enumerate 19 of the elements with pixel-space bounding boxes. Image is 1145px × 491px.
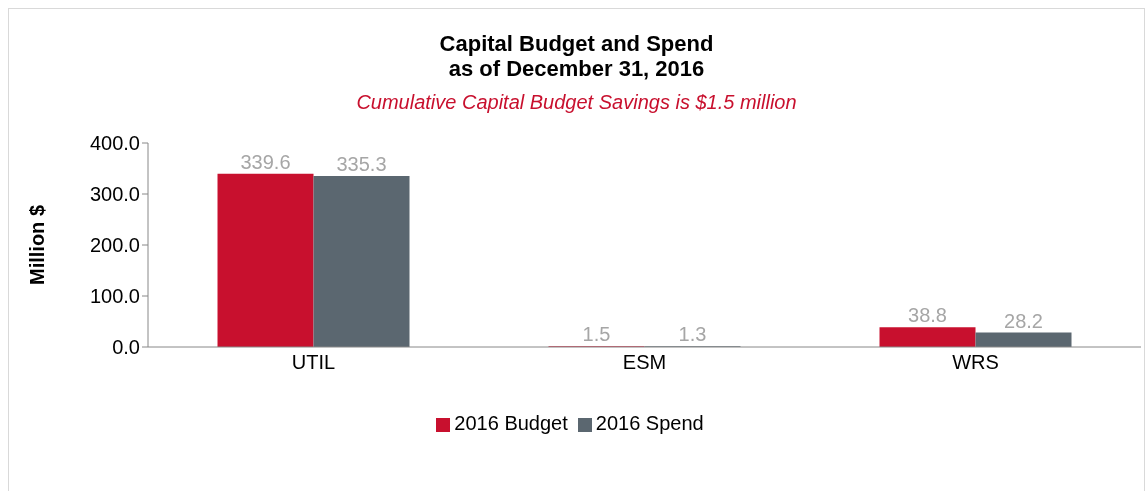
data-label: 335.3 (336, 153, 387, 175)
data-label: 339.6 (240, 150, 291, 173)
y-axis-title: Million $ (26, 205, 49, 285)
y-tick-label: 0.0 (112, 336, 140, 359)
y-tick-label: 100.0 (89, 285, 140, 308)
y-tick-label: 400.0 (89, 132, 140, 155)
legend-label: 2016 Budget (454, 412, 568, 434)
data-label: 1.3 (678, 323, 707, 346)
y-tick-label: 200.0 (89, 234, 140, 257)
legend-label: 2016 Spend (595, 412, 704, 434)
chart-title: Capital Budget and Spend as of December 31, 2016 (438, 31, 715, 81)
data-label: 38.8 (908, 304, 947, 327)
data-label: 28.2 (1004, 309, 1043, 332)
x-tick-label: UTIL (291, 351, 336, 374)
chart-subtitle: Cumulative Capital Budget Savings is $1.5 million (355, 91, 798, 114)
x-tick-label: ESM (622, 351, 667, 374)
y-tick-label: 300.0 (89, 183, 140, 206)
x-tick-label: WRS (952, 351, 999, 374)
data-label: 1.5 (582, 323, 611, 346)
